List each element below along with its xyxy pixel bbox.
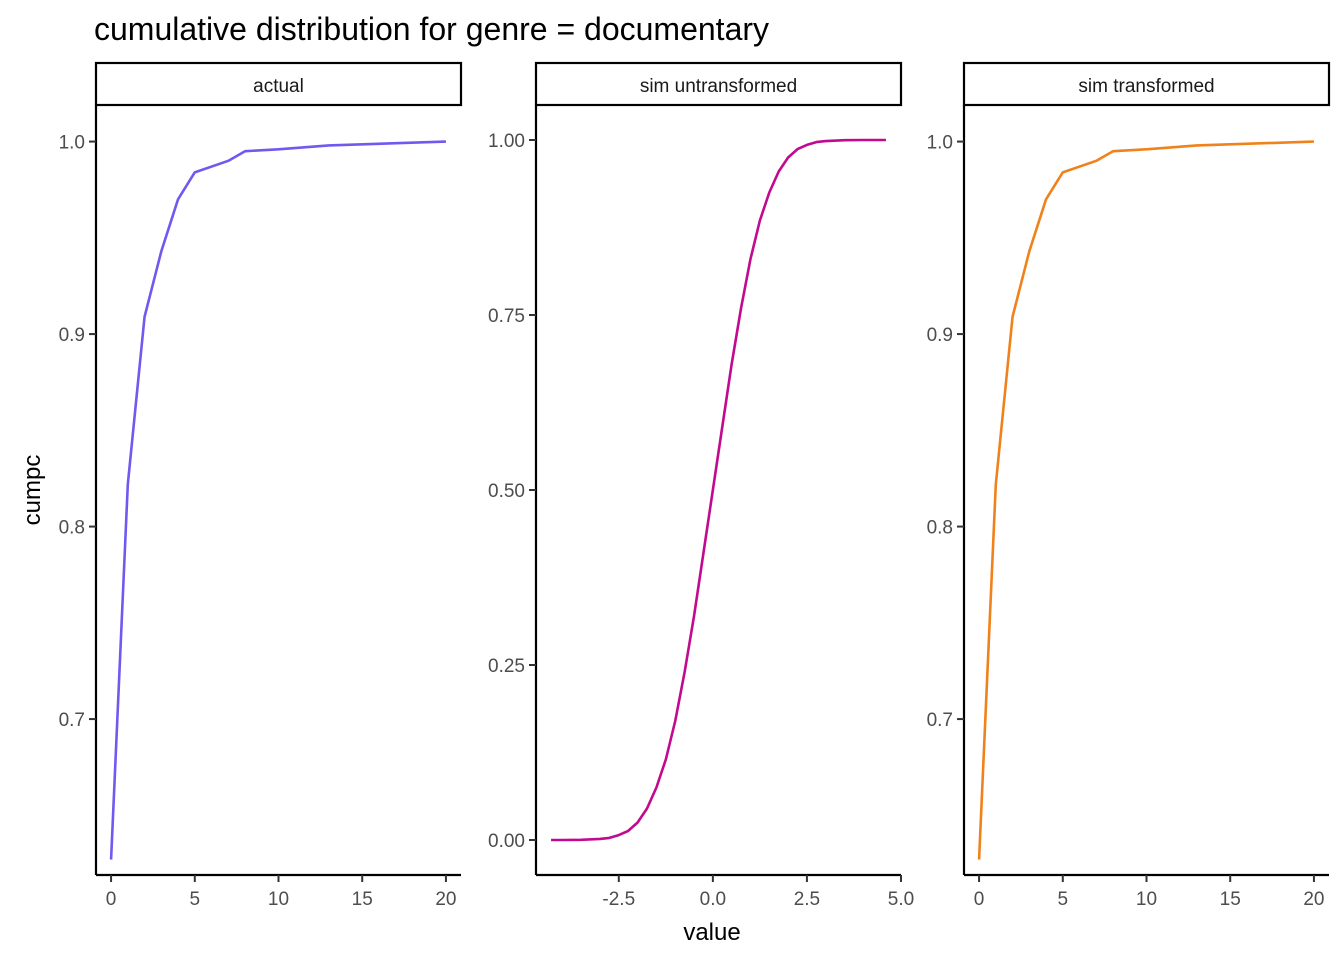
y-tick-label: 1.00	[488, 131, 525, 152]
x-tick-label: 5	[1057, 889, 1068, 910]
x-tick-label: 2.5	[794, 889, 820, 910]
y-tick-label: 1.0	[59, 133, 85, 154]
strip-label: sim untransformed	[640, 76, 797, 97]
strip-box	[962, 61, 1331, 107]
y-axis-title: cumpc	[19, 455, 46, 526]
x-tick-label: 15	[352, 889, 373, 910]
x-tick-label: 10	[1136, 889, 1157, 910]
x-tick-label: 5.0	[888, 889, 914, 910]
facet-panel-actual: actual 0.7 0.8 0.9 1.0 0 5 10 15 20	[59, 61, 463, 910]
strip-box	[534, 61, 903, 107]
facet-panel-sim-transformed: sim transformed 0.7 0.8 0.9 1.0 0 5 10 15 20	[927, 61, 1331, 910]
x-tick-label: 20	[1303, 889, 1324, 910]
series-line	[977, 140, 1314, 860]
plot-title: cumulative distribution for genre = docu…	[94, 11, 769, 47]
facet-panel-sim-untransformed: sim untransformed 0.00 0.25 0.50 0.75 1.00 -2.…	[488, 61, 914, 910]
series-line	[551, 138, 886, 842]
x-tick-label: 15	[1220, 889, 1241, 910]
x-tick-label: 10	[268, 889, 289, 910]
y-tick-label: 0.9	[927, 325, 953, 346]
y-tick-label: 0.25	[488, 656, 525, 677]
strip-label: sim transformed	[1078, 76, 1214, 97]
series-line	[109, 140, 446, 860]
x-tick-label: 0.0	[700, 889, 726, 910]
strip-box	[94, 61, 463, 107]
y-tick-label: 0.7	[927, 710, 953, 731]
y-tick-label: 0.7	[59, 710, 85, 731]
y-tick-label: 1.0	[927, 133, 953, 154]
x-tick-label: 0	[106, 889, 117, 910]
x-tick-label: 20	[435, 889, 456, 910]
x-axis-title: value	[683, 919, 740, 946]
y-tick-label: 0.75	[488, 306, 525, 327]
y-tick-label: 0.8	[927, 518, 953, 539]
x-tick-label: 5	[189, 889, 200, 910]
y-tick-label: 0.9	[59, 325, 85, 346]
x-tick-label: 0	[974, 889, 985, 910]
y-tick-label: 0.8	[59, 518, 85, 539]
y-tick-label: 0.00	[488, 831, 525, 852]
y-tick-label: 0.50	[488, 481, 525, 502]
strip-label: actual	[253, 76, 304, 97]
x-tick-label: -2.5	[602, 889, 635, 910]
